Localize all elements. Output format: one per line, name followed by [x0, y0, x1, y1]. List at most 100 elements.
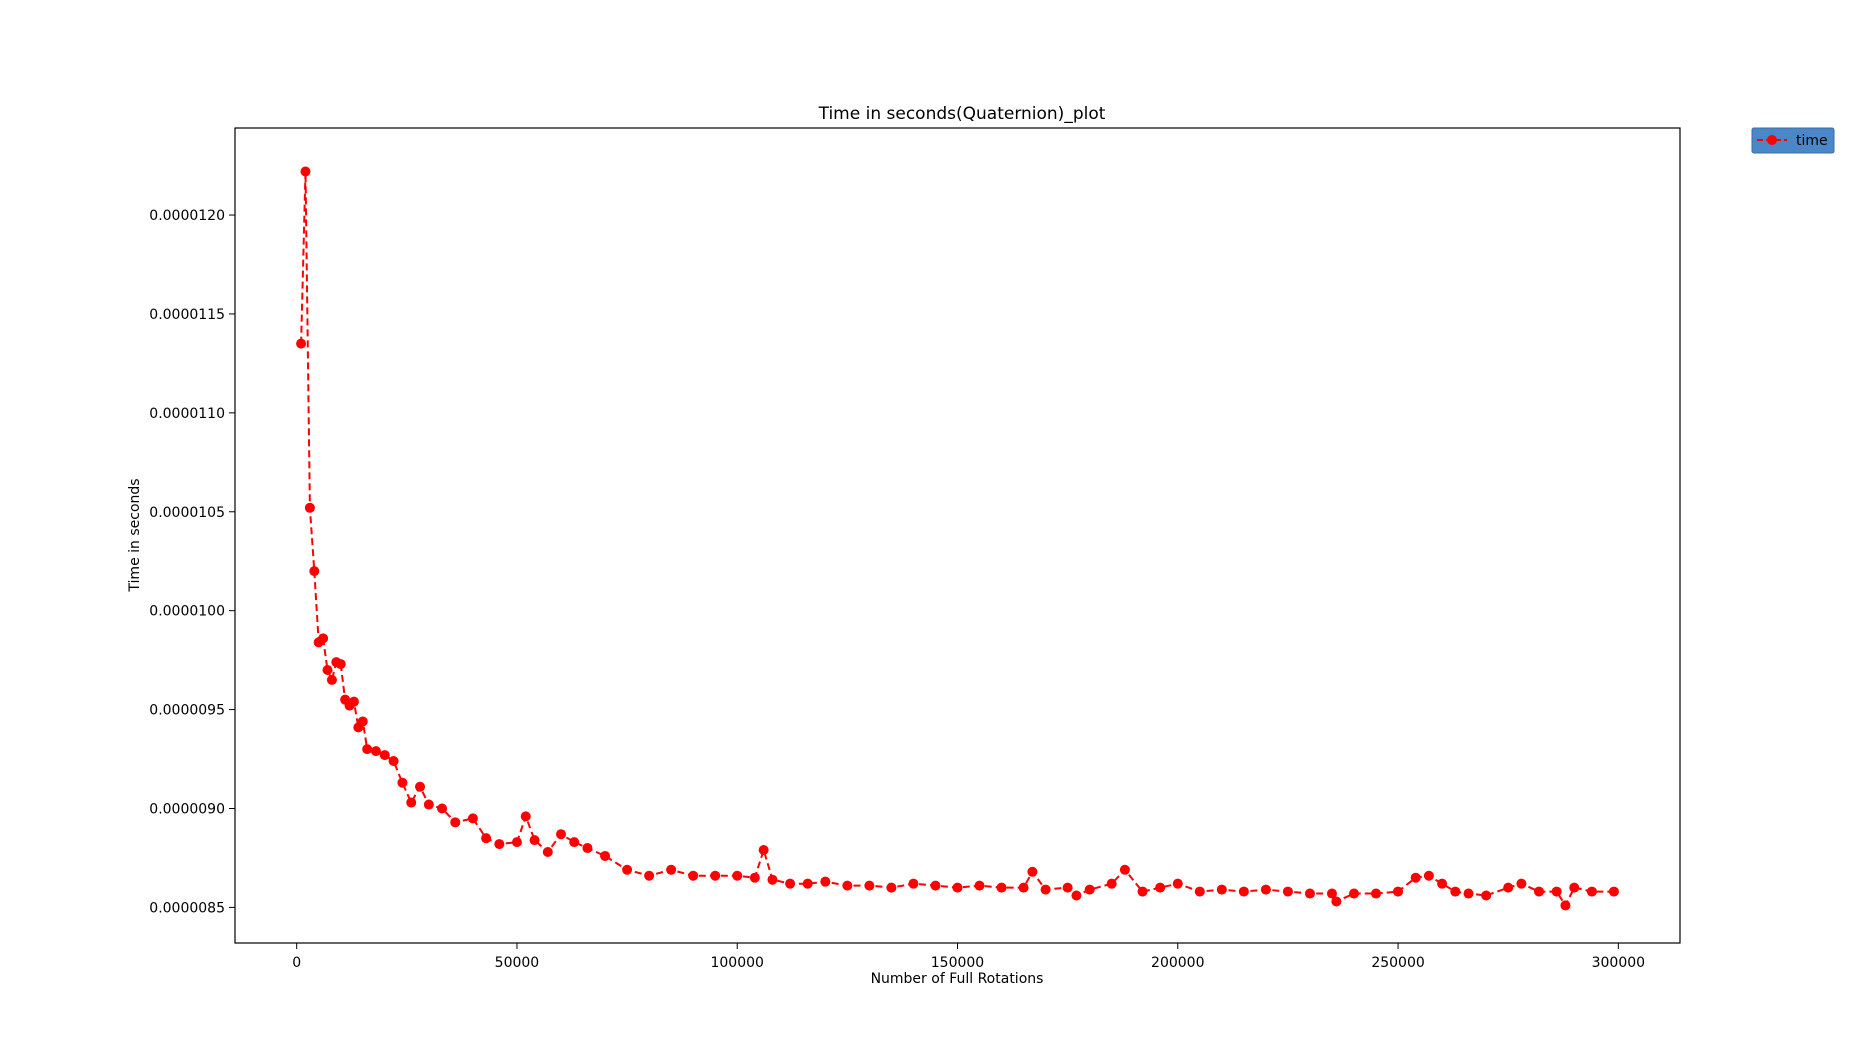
data-point — [1155, 882, 1166, 893]
data-point — [1282, 886, 1293, 897]
data-point — [362, 744, 373, 755]
data-point — [1608, 886, 1619, 897]
legend: time — [1751, 127, 1835, 154]
x-tick-label: 250000 — [1371, 955, 1424, 971]
data-point — [494, 839, 505, 850]
data-point — [1410, 872, 1421, 883]
x-tick-label: 50000 — [495, 955, 540, 971]
data-point — [710, 870, 721, 881]
data-point — [732, 870, 743, 881]
data-point — [802, 878, 813, 889]
data-point — [1062, 882, 1073, 893]
data-point — [300, 166, 311, 177]
data-point — [1481, 890, 1492, 901]
data-point — [908, 878, 919, 889]
data-point — [1071, 890, 1082, 901]
x-tick-label: 150000 — [931, 955, 984, 971]
data-point — [296, 338, 307, 349]
data-point — [348, 696, 359, 707]
x-tick-label: 200000 — [1151, 955, 1204, 971]
data-point — [437, 803, 448, 814]
data-point — [974, 880, 985, 891]
data-point — [820, 876, 831, 887]
data-point — [1437, 878, 1448, 889]
data-point — [622, 864, 633, 875]
x-tick-label: 100000 — [710, 955, 763, 971]
data-point — [318, 633, 329, 644]
data-point — [1137, 886, 1148, 897]
x-axis-title: Number of Full Rotations — [871, 971, 1044, 987]
data-point — [569, 837, 580, 848]
data-point — [785, 878, 796, 889]
data-point — [542, 847, 553, 858]
data-point — [1027, 866, 1038, 877]
data-point — [1194, 886, 1205, 897]
data-point — [415, 781, 426, 792]
x-axis: 0 50000 100000 150000 200000 250000 300000 — [292, 943, 1645, 971]
data-point — [1238, 886, 1249, 897]
data-point — [1119, 864, 1130, 875]
data-point — [767, 874, 778, 885]
data-point — [1172, 878, 1183, 889]
chart-title: Time in seconds(Quaternion)_plot — [818, 104, 1106, 124]
data-point — [379, 750, 390, 761]
data-point — [556, 829, 567, 840]
legend-box — [1751, 127, 1835, 154]
y-tick-label: 0.0000105 — [149, 505, 225, 521]
data-point — [326, 674, 337, 685]
data-point — [529, 835, 540, 846]
data-point — [1551, 886, 1562, 897]
y-tick-label: 0.0000085 — [149, 900, 225, 916]
data-point — [1260, 884, 1271, 895]
data-point — [1503, 882, 1514, 893]
data-point — [930, 880, 941, 891]
plot-area — [296, 166, 1619, 911]
data-point — [644, 870, 655, 881]
data-point — [1018, 882, 1029, 893]
data-point — [1569, 882, 1580, 893]
data-point — [388, 756, 399, 767]
data-point — [749, 872, 760, 883]
data-point — [1534, 886, 1545, 897]
data-point — [511, 837, 522, 848]
data-point — [996, 882, 1007, 893]
y-axis: 0.0000085 0.0000090 0.0000095 0.0000100 0.00… — [149, 208, 235, 916]
data-point — [1040, 884, 1051, 895]
x-tick-label: 0 — [292, 955, 301, 971]
data-point — [666, 864, 677, 875]
legend-marker — [1767, 135, 1777, 145]
data-point — [1423, 870, 1434, 881]
data-point — [467, 813, 478, 824]
data-point — [304, 502, 315, 513]
data-point — [1331, 896, 1342, 907]
data-point — [1348, 888, 1359, 899]
y-tick-label: 0.0000090 — [149, 801, 225, 817]
data-point — [864, 880, 875, 891]
data-point — [886, 882, 897, 893]
data-point — [406, 797, 417, 808]
data-point — [397, 777, 408, 788]
data-point — [1516, 878, 1527, 889]
data-point — [688, 870, 699, 881]
data-point — [520, 811, 531, 822]
data-point — [481, 833, 492, 844]
y-axis-title: Time in seconds — [127, 478, 143, 592]
data-point — [423, 799, 434, 810]
y-tick-label: 0.0000120 — [149, 208, 225, 224]
data-point — [1326, 888, 1337, 899]
data-point — [1586, 886, 1597, 897]
data-point — [1560, 900, 1571, 911]
data-point — [335, 659, 346, 670]
legend-label-time: time — [1796, 133, 1828, 149]
data-point — [758, 845, 769, 856]
data-point — [309, 566, 320, 577]
data-point — [600, 850, 611, 861]
data-point — [450, 817, 461, 828]
data-point — [1463, 888, 1474, 899]
y-tick-label: 0.0000095 — [149, 703, 225, 719]
data-point — [842, 880, 853, 891]
data-point — [952, 882, 963, 893]
y-tick-label: 0.0000110 — [149, 406, 225, 422]
data-point — [322, 665, 333, 676]
